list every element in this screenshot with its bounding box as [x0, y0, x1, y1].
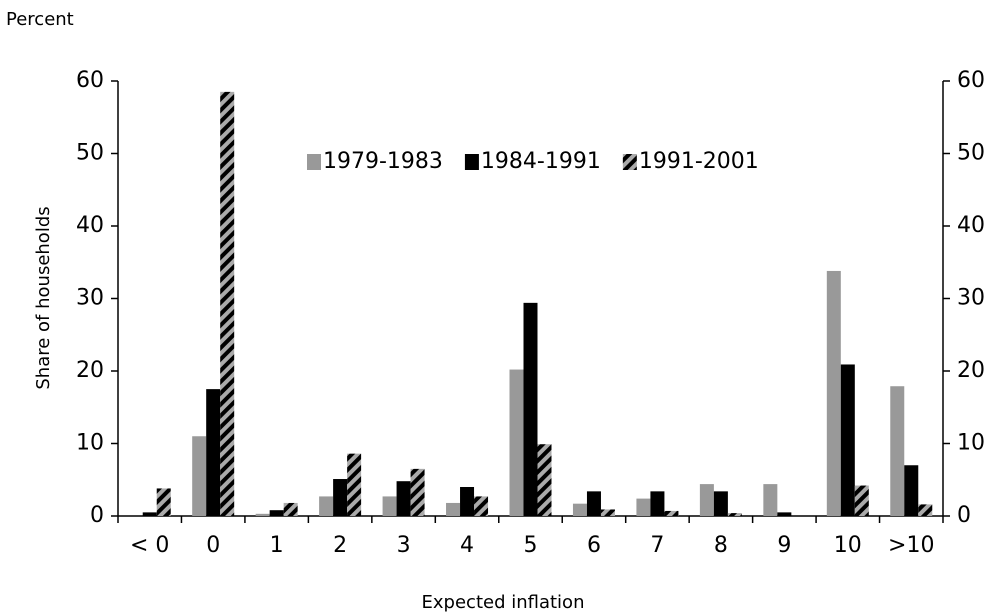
y2-tick-label: 60: [957, 68, 985, 93]
x-tick-label: 8: [714, 533, 728, 558]
x-tick-label: 3: [397, 533, 411, 558]
bar: [319, 496, 334, 516]
bar: [840, 364, 855, 516]
bar: [446, 502, 461, 516]
y2-tick-label: 40: [957, 213, 985, 238]
bar: [269, 510, 284, 516]
y-tick-label: 60: [76, 68, 104, 93]
bar: [904, 465, 919, 516]
x-tick-label: 10: [834, 533, 862, 558]
bar: [460, 487, 475, 516]
bar: [156, 488, 171, 516]
y2-tick-label: 30: [957, 286, 985, 311]
y-tick-label: 10: [76, 431, 104, 456]
bar: [918, 504, 933, 516]
x-tick-label: >10: [888, 533, 934, 558]
y-tick-label: 0: [90, 503, 104, 528]
bar: [854, 485, 869, 516]
x-tick-label: 4: [460, 533, 474, 558]
bar: [600, 509, 615, 516]
bar: [206, 389, 221, 516]
legend-swatch: [622, 154, 637, 170]
bar: [826, 270, 841, 516]
bar: [586, 491, 601, 516]
bar: [347, 453, 362, 516]
bar: [333, 479, 348, 516]
x-tick-label: 5: [524, 533, 538, 558]
bar: [699, 484, 714, 516]
bar: [255, 513, 270, 516]
y2-tick-label: 10: [957, 431, 985, 456]
bar: [713, 491, 728, 516]
y-tick-label: 30: [76, 286, 104, 311]
bar: [396, 481, 411, 516]
bar: [650, 491, 665, 516]
x-tick-label: 2: [333, 533, 347, 558]
x-tick-label: 0: [206, 533, 220, 558]
legend-label: 1991-2001: [639, 149, 759, 174]
bar: [192, 436, 207, 516]
bar: [636, 498, 651, 516]
bar: [382, 496, 397, 516]
y-tick-label: 40: [76, 213, 104, 238]
x-tick-label: 9: [777, 533, 791, 558]
bar: [142, 512, 157, 516]
bar: [509, 369, 524, 516]
bar: [763, 484, 778, 516]
bar: [572, 503, 587, 516]
legend-label: 1984-1991: [481, 149, 601, 174]
y-tick-label: 20: [76, 358, 104, 383]
y2-tick-label: 0: [957, 503, 971, 528]
bar: [283, 502, 298, 516]
y2-tick-label: 50: [957, 141, 985, 166]
x-axis-title: Expected inflation: [422, 592, 585, 613]
bar: [410, 468, 425, 516]
y2-tick-label: 20: [957, 358, 985, 383]
bar: [727, 513, 742, 516]
bar: [890, 386, 905, 516]
bar: [777, 512, 792, 516]
bar: [523, 302, 538, 516]
bar: [220, 91, 235, 516]
legend-swatch: [464, 154, 479, 170]
legend-label: 1979-1983: [323, 149, 443, 174]
legend-swatch: [307, 154, 321, 170]
x-tick-label: 7: [650, 533, 664, 558]
x-tick-label: 1: [270, 533, 284, 558]
bar: [664, 510, 679, 516]
y-tick-label: 50: [76, 141, 104, 166]
y-axis-title: Share of households: [33, 206, 54, 389]
bar: [474, 496, 489, 516]
bar: [537, 444, 552, 516]
x-tick-label: 6: [587, 533, 601, 558]
x-tick-label: < 0: [130, 533, 169, 558]
top-label: Percent: [6, 9, 74, 30]
